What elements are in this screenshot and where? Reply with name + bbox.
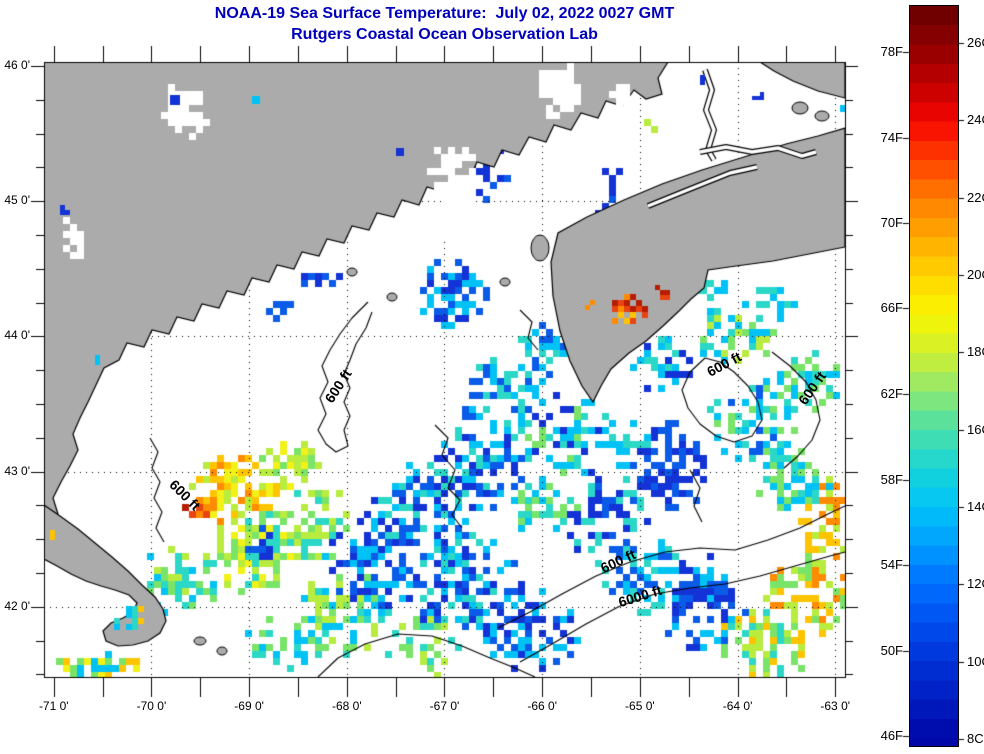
y-tick-label: 43 0' (4, 463, 30, 478)
colorbar-f-label: 74F (880, 130, 903, 145)
x-tick-label: -70 0' (136, 699, 167, 713)
colorbar-c-label: 12C (967, 576, 984, 591)
colorbar-f-label: 50F (880, 643, 903, 658)
colorbar-f-label: 70F (880, 215, 903, 230)
x-tick-label: -63 0' (820, 699, 851, 713)
x-tick-label: -71 0' (38, 699, 69, 713)
x-tick-label: -69 0' (234, 699, 264, 713)
colorbar (909, 5, 959, 747)
x-tick-label: -68 0' (331, 699, 362, 713)
x-tick-label: -67 0' (429, 699, 460, 713)
x-tick-label: -64 0' (722, 699, 753, 713)
colorbar-gradient (910, 6, 958, 746)
colorbar-f-label: 66F (880, 300, 903, 315)
colorbar-c-label: 26C (967, 35, 984, 50)
colorbar-f-label: 46F (880, 728, 903, 743)
x-tick-label: -66 0' (527, 699, 557, 713)
colorbar-c-label: 8C (967, 731, 984, 746)
colorbar-f-label: 54F (880, 557, 903, 572)
title-block: NOAA-19 Sea Surface Temperature: July 02… (44, 3, 845, 45)
title-line-2: Rutgers Coastal Ocean Observation Lab (291, 26, 598, 43)
y-tick-label: 42 0' (4, 598, 30, 613)
colorbar-c-label: 18C (967, 344, 984, 359)
y-tick-label: 44 0' (4, 328, 30, 343)
y-tick-label: 45 0' (4, 193, 30, 208)
x-tick-label: -65 0' (625, 699, 655, 713)
y-tick-label: 46 0' (4, 58, 30, 73)
colorbar-c-label: 10C (967, 654, 984, 669)
colorbar-f-label: 62F (880, 386, 903, 401)
colorbar-f-label: 58F (880, 472, 903, 487)
colorbar-c-label: 24C (967, 112, 984, 127)
colorbar-c-label: 22C (967, 190, 984, 205)
colorbar-c-label: 16C (967, 422, 984, 437)
colorbar-f-label: 78F (880, 44, 903, 59)
colorbar-c-label: 20C (967, 267, 984, 282)
title-line-1: NOAA-19 Sea Surface Temperature: July 02… (214, 5, 675, 22)
colorbar-c-label: 14C (967, 499, 984, 514)
